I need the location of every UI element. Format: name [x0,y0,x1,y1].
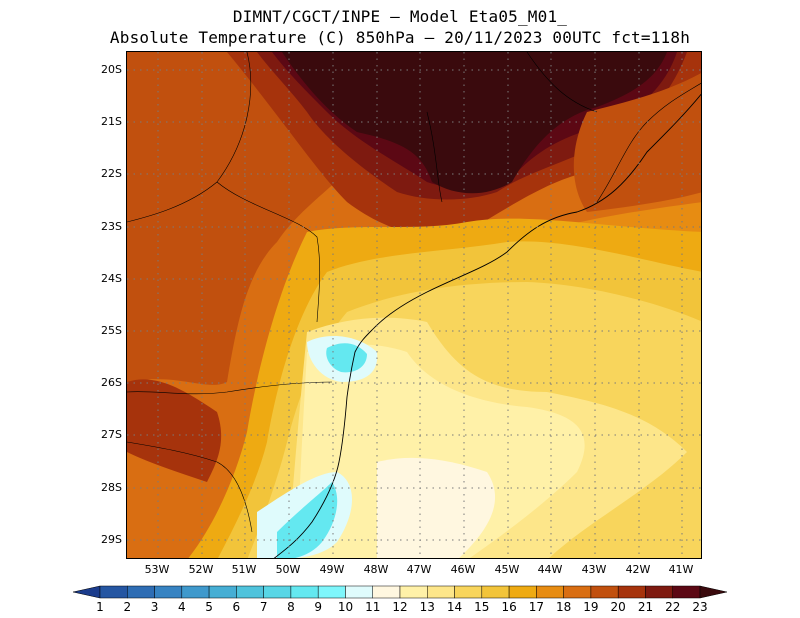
colorbar-label: 22 [665,600,680,614]
colorbar-segment [208,585,237,599]
colorbar-segment [263,585,292,599]
lon-label-52w: 52W [188,563,214,576]
colorbar-segment [536,585,564,599]
colorbar-segment [290,585,319,599]
field-southwest-rust [127,282,139,362]
colorbar-label: 8 [287,600,295,614]
map-title-line-2: Absolute Temperature (C) 850hPa — 20/11/… [109,28,691,47]
colorbar-label: 13 [420,600,435,614]
colorbar-segment [508,585,537,599]
colorbar-label: 4 [178,600,186,614]
field-cyan-south [277,482,338,558]
colorbar-label: 2 [123,600,131,614]
lon-label-44w: 44W [537,563,563,576]
colorbar-label: 9 [314,600,322,614]
colorbar-label: 12 [392,600,407,614]
lat-label-23s: 23S [101,220,122,233]
coastline [273,93,701,558]
lon-label-46w: 46W [450,563,476,576]
colorbar-segment [427,585,455,599]
colorbar-segment [617,585,646,599]
colorbar-segment [181,585,210,599]
state-border-1 [127,52,252,223]
lon-label-43w: 43W [581,563,607,576]
colorbar-label: 17 [529,600,544,614]
colorbar-segment [645,585,673,599]
lat-label-26s: 26S [101,376,122,389]
state-border-4 [127,441,253,533]
colorbar-label: 14 [447,600,462,614]
colorbar-arrow-high [699,585,728,599]
colorbar-segment [672,585,701,599]
lat-label-22s: 22S [101,167,122,180]
lat-label-29s: 29S [101,533,122,546]
colorbar-segment [481,585,510,599]
map-title-line-1: DIMNT/CGCT/INPE — Model Eta05_M01_ [232,7,568,26]
colorbar-label: 21 [638,600,653,614]
colorbar-arrow-low [72,585,101,599]
map-canvas [127,52,701,558]
colorbar-label: 7 [260,600,268,614]
lon-label-48w: 48W [363,563,389,576]
lon-label-42w: 42W [625,563,651,576]
field-north-darkest [282,52,667,194]
lat-label-20s: 20S [101,63,122,76]
state-border-3 [127,381,333,395]
colorbar-segment [154,585,183,599]
colorbar-label: 16 [501,600,516,614]
lon-label-47w: 47W [406,563,432,576]
state-border-7 [526,52,598,113]
color-scale-bar: 1 2 3 4 5 6 7 8 9 10 11 12 13 14 15 16 17 18 19 20 21 22 23 [72,585,728,614]
colorbar-label: 6 [233,600,241,614]
lon-label-49w: 49W [319,563,345,576]
colorbar-segment [372,585,401,599]
field-center-cream [297,344,585,558]
colorbar-segment [236,585,264,599]
colorbar-segment [99,585,128,599]
colorbar-segment [317,585,346,599]
field-center-ivory [377,457,496,558]
lon-label-45w: 45W [494,563,520,576]
colorbar-label: 5 [205,600,213,614]
colorbar-label: 10 [338,600,353,614]
lon-label-50w: 50W [275,563,301,576]
colorbar-label: 3 [151,600,159,614]
colorbar-label: 19 [583,600,598,614]
colorbar-label: 23 [692,600,707,614]
lat-label-21s: 21S [101,115,122,128]
lon-label-53w: 53W [144,563,170,576]
colorbar-label: 1 [96,600,104,614]
graticule [127,52,701,558]
colorbar-label: 15 [474,600,489,614]
colorbar-segment [563,585,592,599]
lat-label-25s: 25S [101,324,122,337]
colorbar-segment [345,585,373,599]
lat-label-28s: 28S [101,481,122,494]
colorbar-segment [399,585,428,599]
colorbar-label: 18 [556,600,571,614]
lon-label-51w: 51W [231,563,257,576]
state-border-5 [426,111,443,203]
state-border-6 [596,82,701,203]
colorbar-segment [127,585,155,599]
colorbar-label: 11 [365,600,380,614]
lat-label-24s: 24S [101,272,122,285]
colorbar-segment [454,585,483,599]
lon-label-41w: 41W [668,563,694,576]
lat-label-27s: 27S [101,428,122,441]
state-border-2 [216,181,321,323]
field-east-rust [573,73,701,212]
temperature-map [126,51,702,559]
colorbar-label: 20 [611,600,626,614]
field-cyan-north [326,343,367,373]
colorbar-segment [590,585,619,599]
